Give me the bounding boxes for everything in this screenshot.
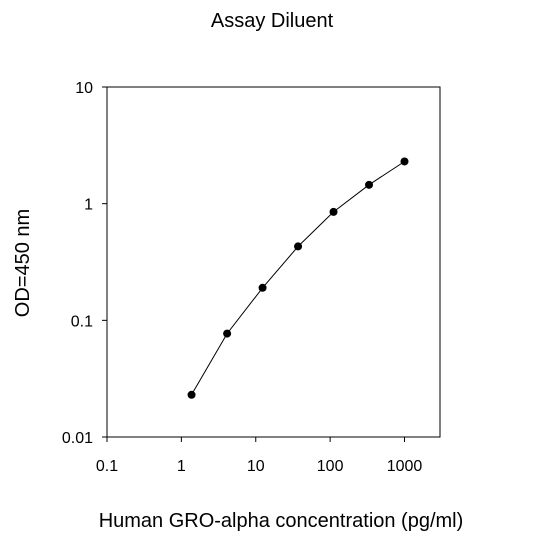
x-axis-label: Human GRO-alpha concentration (pg/ml) — [99, 510, 464, 532]
series-layer — [187, 157, 409, 399]
data-point — [294, 242, 303, 251]
data-point — [223, 329, 232, 338]
y-tick-label: 10 — [75, 80, 93, 97]
y-tick-label: 1 — [84, 197, 93, 214]
x-tick-label: 1 — [177, 458, 186, 475]
data-point — [258, 283, 267, 292]
series-line — [191, 161, 405, 396]
x-tick-label: 10 — [247, 458, 265, 475]
y-tick-label: 0.1 — [71, 313, 93, 330]
data-point — [187, 390, 196, 399]
y-tick-label: 0.01 — [62, 430, 93, 447]
y-axis-label: OD=450 nm — [12, 209, 34, 317]
data-point — [329, 207, 338, 216]
x-tick-label: 1000 — [387, 458, 423, 475]
x-axis: 0.1 1 10 100 1000 — [96, 437, 423, 475]
x-tick-label: 0.1 — [96, 458, 118, 475]
plot-frame — [106, 86, 441, 438]
chart-title: Assay Diluent — [211, 10, 334, 32]
data-point — [365, 180, 374, 189]
y-axis: 0.01 0.1 1 10 — [62, 80, 107, 447]
data-point — [400, 157, 409, 166]
x-tick-label: 100 — [317, 458, 344, 475]
